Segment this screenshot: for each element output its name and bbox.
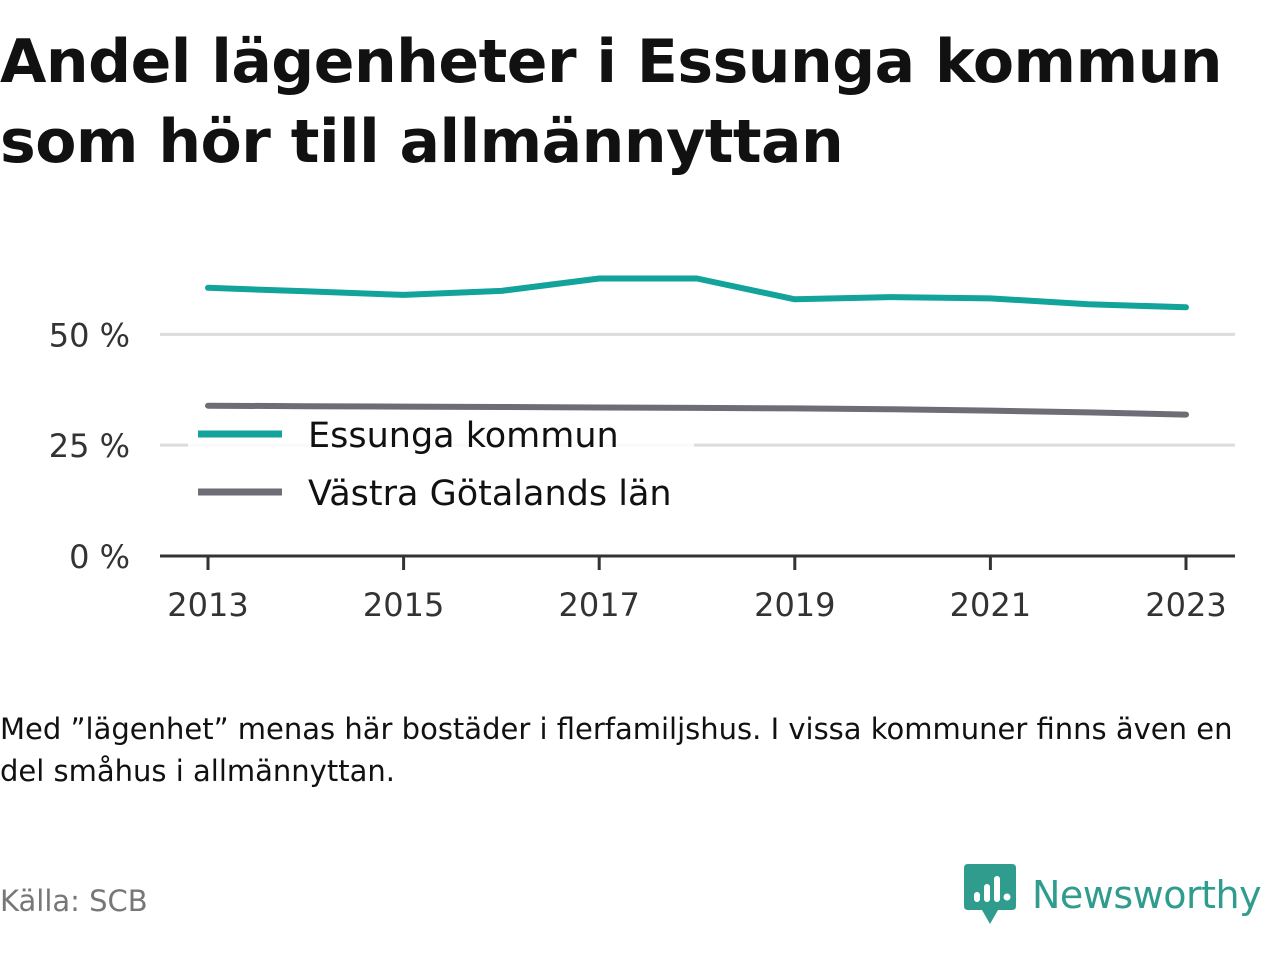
series-lines [205,275,1189,418]
legend-background [188,412,694,464]
series-line-essunga [205,275,1189,311]
y-tick-label: 25 % [49,427,130,465]
chart-note: Med ”lägenhet” menas här bostäder i fler… [0,712,1233,788]
x-tick-label: 2019 [754,586,835,624]
line-chart: 0 % 25 % 50 % 2013 2015 2017 2019 2021 2023 Essu… [49,275,1235,624]
y-tick-label: 50 % [49,316,130,354]
legend: Essunga kommun Västra Götalands län [188,412,694,514]
legend-label-vastra-gotaland: Västra Götalands län [308,474,672,514]
newsworthy-logo-icon [964,864,1016,924]
legend-label-essunga: Essunga kommun [308,416,619,456]
x-tick-label: 2017 [558,586,639,624]
x-tick-label: 2013 [167,586,248,624]
axes: 0 % 25 % 50 % 2013 2015 2017 2019 2021 2023 [49,316,1235,624]
brand-name: Newsworthy [1032,873,1262,917]
newsworthy-brand: Newsworthy [964,864,1262,926]
chart-title: Andel lägenheter i Essunga kommun som hö… [0,27,1223,177]
x-tick-label: 2023 [1145,586,1226,624]
x-tick-label: 2021 [950,586,1031,624]
series-line-vastra-gotaland [205,402,1189,418]
source-label: Källa: SCB [0,884,148,918]
y-tick-label: 0 % [69,538,130,576]
x-tick-label: 2015 [363,586,444,624]
